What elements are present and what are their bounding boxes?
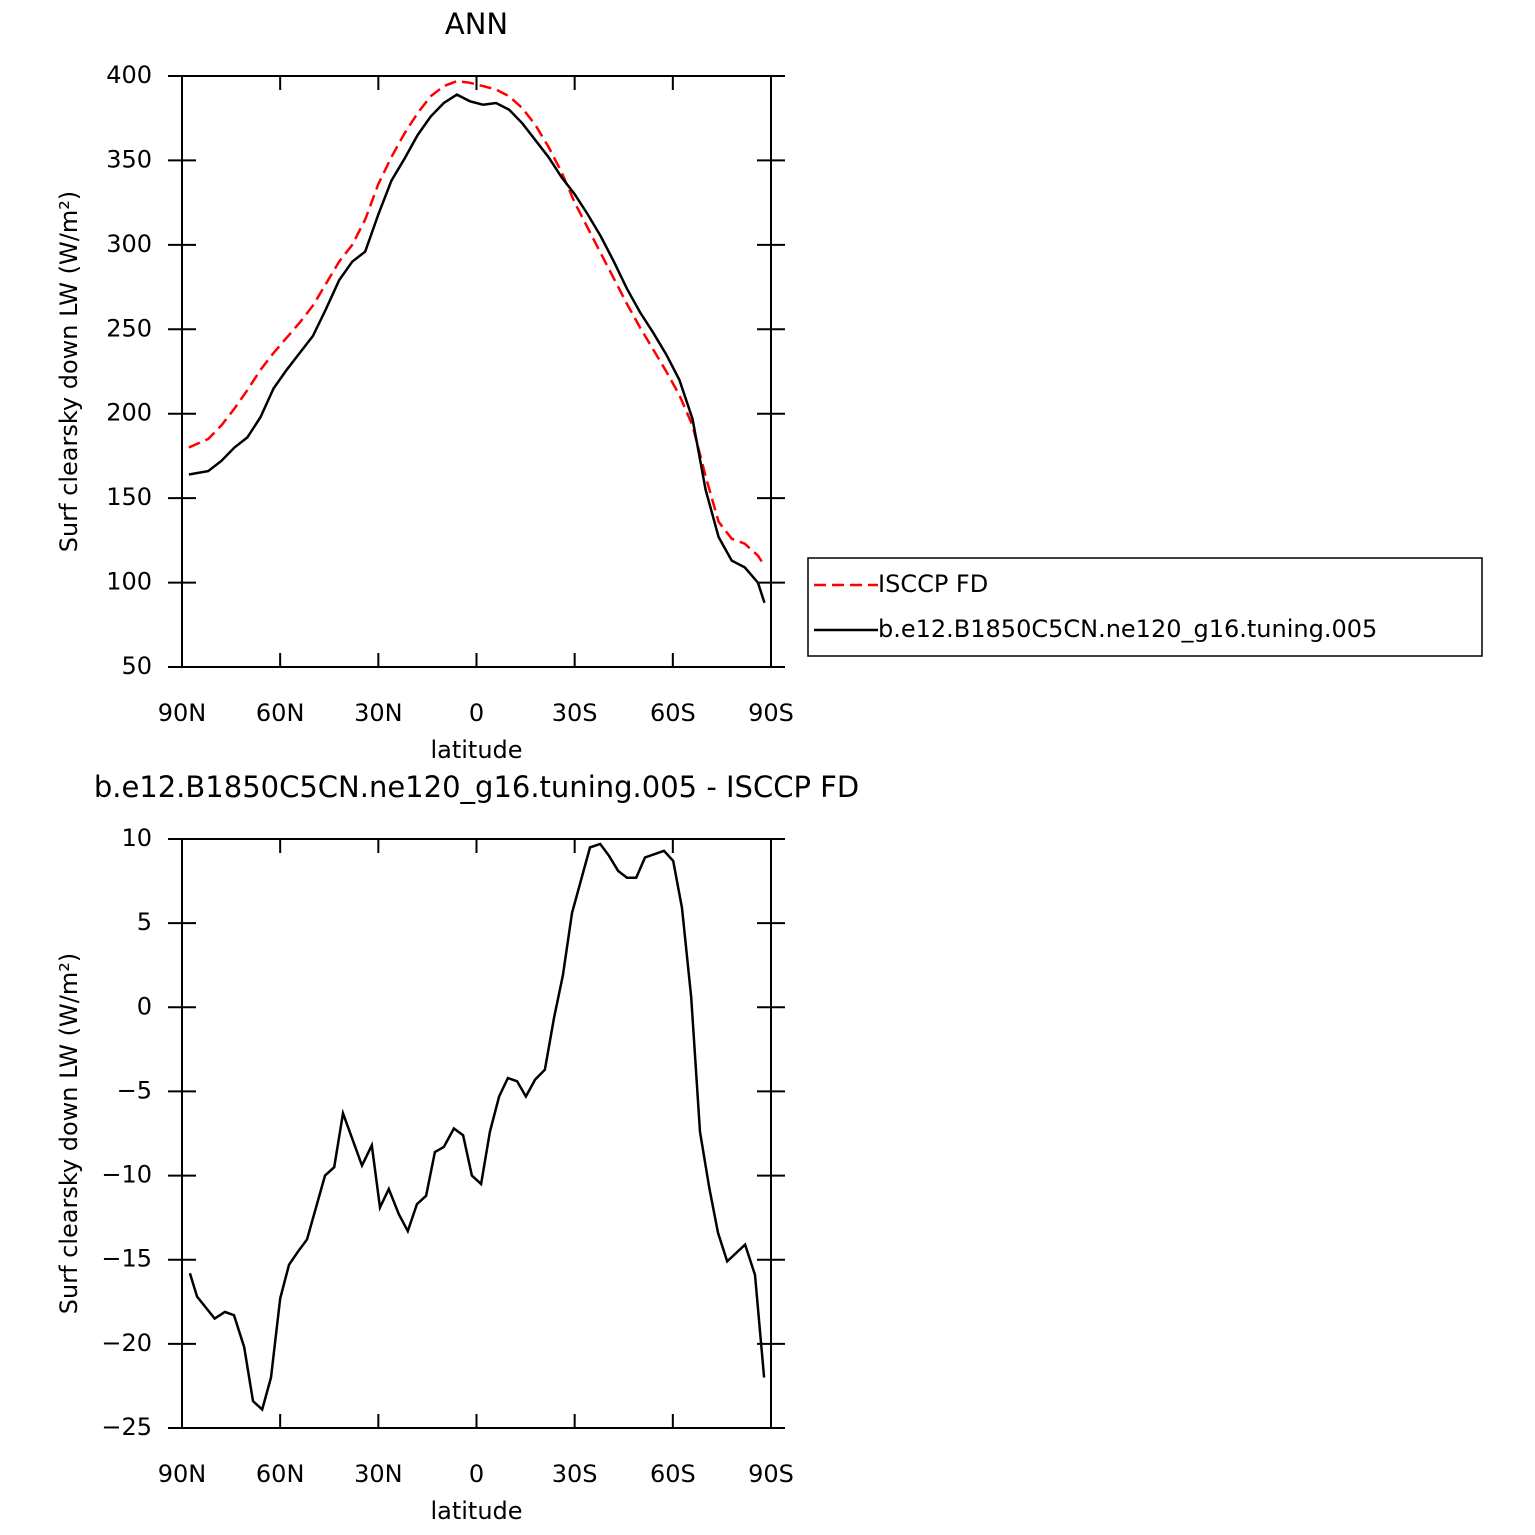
plot-frame	[181, 75, 772, 668]
x-tick-label: 60N	[256, 1460, 305, 1488]
x-tick-label: 90N	[158, 699, 207, 727]
series-line	[188, 842, 766, 1412]
y-tick-label: −5	[117, 1076, 152, 1104]
x-tick-label: 60S	[650, 699, 696, 727]
y-tick-label: 150	[106, 483, 152, 511]
y-tick-label: 300	[106, 230, 152, 258]
y-tick-label: 100	[106, 568, 152, 596]
x-tick-label: 90S	[748, 699, 794, 727]
legend-label: ISCCP FD	[878, 570, 988, 598]
y-tick-label: 250	[106, 314, 152, 342]
x-tick-label: 0	[469, 699, 484, 727]
plot-frame	[181, 838, 772, 1429]
x-tick-label: 0	[469, 1460, 484, 1488]
series-line	[188, 93, 766, 604]
x-tick-label: 90S	[748, 1460, 794, 1488]
x-tick-label: 60S	[650, 1460, 696, 1488]
y-axis-label: Surf clearsky down LW (W/m²)	[55, 191, 83, 552]
x-tick-label: 90N	[158, 1460, 207, 1488]
y-tick-label: −10	[101, 1161, 152, 1189]
y-tick-label: 200	[106, 399, 152, 427]
x-tick-label: 30S	[552, 699, 598, 727]
y-tick-label: 400	[106, 61, 152, 89]
x-axis-label: latitude	[430, 736, 522, 764]
y-tick-label: −25	[101, 1413, 152, 1441]
legend-label: b.e12.B1850C5CN.ne120_g16.tuning.005	[878, 615, 1377, 643]
x-axis-label: latitude	[430, 1497, 522, 1525]
y-tick-label: 50	[121, 652, 152, 680]
y-tick-label: −20	[101, 1329, 152, 1357]
y-tick-label: 350	[106, 145, 152, 173]
y-tick-label: 0	[137, 992, 152, 1020]
chart-title: b.e12.B1850C5CN.ne120_g16.tuning.005 - I…	[94, 770, 859, 804]
y-tick-label: −15	[101, 1245, 152, 1273]
series-line	[188, 79, 766, 567]
y-tick-label: 5	[137, 908, 152, 936]
y-tick-label: 10	[121, 824, 152, 852]
x-tick-label: 30N	[354, 699, 403, 727]
x-tick-label: 60N	[256, 699, 305, 727]
legend-box	[807, 557, 1483, 657]
x-tick-label: 30S	[552, 1460, 598, 1488]
y-axis-label: Surf clearsky down LW (W/m²)	[55, 953, 83, 1314]
x-tick-label: 30N	[354, 1460, 403, 1488]
chart-title: ANN	[445, 7, 508, 41]
